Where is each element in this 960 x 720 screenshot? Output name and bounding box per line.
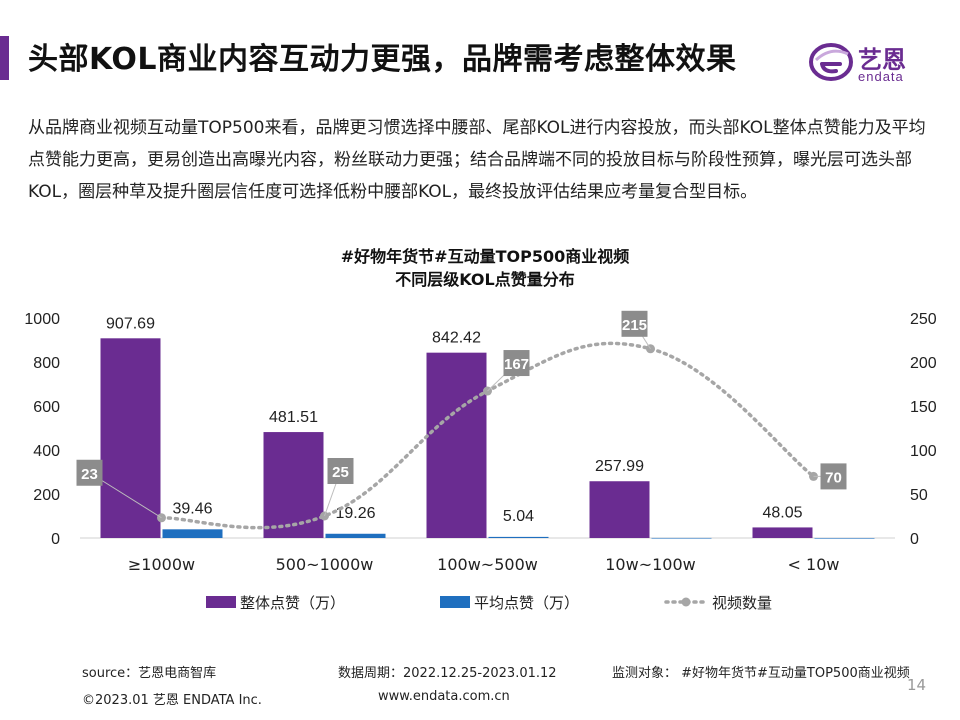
data-label-video-count: 23 bbox=[81, 466, 98, 483]
footer-source: source：艺恩电商智库 bbox=[82, 666, 217, 681]
y-right-tick-label: 50 bbox=[910, 487, 928, 504]
logo-name-cn: 艺恩 bbox=[858, 46, 906, 74]
legend-swatch-avg-likes bbox=[440, 596, 470, 608]
title-accent-bar bbox=[0, 36, 9, 80]
x-tick-label: 100w~500w bbox=[437, 555, 538, 574]
bar-total-likes bbox=[100, 338, 161, 538]
legend-swatch-total-likes bbox=[206, 596, 236, 608]
y-left-tick-label: 800 bbox=[33, 355, 60, 372]
bar-total-likes bbox=[752, 527, 813, 538]
chart-title: #好物年货节#互动量TOP500商业视频 bbox=[341, 247, 629, 266]
data-label-video-count: 215 bbox=[622, 317, 647, 334]
data-label-total-likes: 907.69 bbox=[106, 315, 155, 332]
data-label-total-likes: 481.51 bbox=[269, 409, 318, 426]
footer-period: 数据周期：2022.12.25-2023.01.12 bbox=[338, 666, 557, 681]
x-tick-label: < 10w bbox=[788, 555, 840, 574]
y-left-tick-label: 400 bbox=[33, 443, 60, 460]
footer-copyright: ©2023.01 艺恩 ENDATA Inc. bbox=[82, 693, 262, 708]
footer-website: www.endata.com.cn bbox=[378, 689, 510, 704]
bar-total-likes bbox=[589, 481, 650, 538]
y-left-tick-label: 600 bbox=[33, 399, 60, 416]
data-label-video-count: 70 bbox=[825, 469, 842, 486]
data-label-total-likes: 257.99 bbox=[595, 458, 644, 475]
data-label-avg-likes: 19.26 bbox=[335, 505, 375, 522]
x-tick-label: ≥1000w bbox=[128, 555, 195, 574]
y-left-tick-label: 0 bbox=[51, 531, 60, 548]
legend-label-video-count: 视频数量 bbox=[712, 594, 772, 612]
chart-subtitle: 不同层级KOL点赞量分布 bbox=[395, 270, 574, 289]
video-count-label-box bbox=[503, 350, 530, 377]
page-number: 14 bbox=[907, 676, 927, 694]
legend-label-avg-likes: 平均点赞（万） bbox=[474, 594, 579, 612]
footer-subject: 监测对象： #好物年货节#互动量TOP500商业视频 bbox=[612, 666, 910, 681]
video-count-label-box bbox=[621, 310, 648, 337]
y-right-tick-label: 0 bbox=[910, 531, 919, 548]
y-right-tick-label: 250 bbox=[910, 311, 937, 328]
bar-total-likes bbox=[263, 432, 324, 538]
legend-point-video-count bbox=[681, 597, 691, 607]
data-label-avg-likes: 5.04 bbox=[503, 508, 534, 525]
y-left-tick-label: 1000 bbox=[24, 311, 60, 328]
x-tick-label: 10w~100w bbox=[605, 555, 695, 574]
bar-avg-likes bbox=[651, 537, 712, 539]
video-count-label-box bbox=[327, 458, 354, 484]
x-tick-label: 500~1000w bbox=[276, 555, 374, 574]
bar-total-likes bbox=[426, 352, 487, 538]
bar-avg-likes bbox=[162, 529, 223, 538]
y-right-tick-label: 150 bbox=[910, 399, 937, 416]
intro-paragraph: 从品牌商业视频互动量TOP500来看，品牌更习惯选择中腰部、尾部KOL进行内容投… bbox=[28, 118, 926, 202]
data-label-total-likes: 48.05 bbox=[762, 504, 802, 521]
y-left-tick-label: 200 bbox=[33, 487, 60, 504]
endata-logo: 艺恩 endata bbox=[808, 38, 938, 86]
y-right-tick-label: 200 bbox=[910, 355, 937, 372]
bar-avg-likes bbox=[814, 537, 875, 539]
endata-logo-icon bbox=[809, 43, 853, 81]
logo-name-en: endata bbox=[858, 69, 904, 84]
data-label-video-count: 167 bbox=[504, 356, 529, 373]
data-label-total-likes: 842.42 bbox=[432, 330, 481, 347]
page-title: 头部KOL商业内容互动力更强，品牌需考虑整体效果 bbox=[28, 42, 737, 77]
data-label-avg-likes: 39.46 bbox=[172, 500, 212, 517]
video-count-label-box bbox=[76, 459, 103, 486]
y-right-tick-label: 100 bbox=[910, 443, 937, 460]
data-label-video-count: 25 bbox=[332, 464, 349, 481]
video-count-label-box bbox=[820, 463, 847, 490]
legend-label-total-likes: 整体点赞（万） bbox=[240, 594, 345, 612]
bar-avg-likes bbox=[325, 533, 386, 538]
bar-avg-likes bbox=[488, 536, 549, 538]
video-count-line bbox=[159, 341, 816, 530]
